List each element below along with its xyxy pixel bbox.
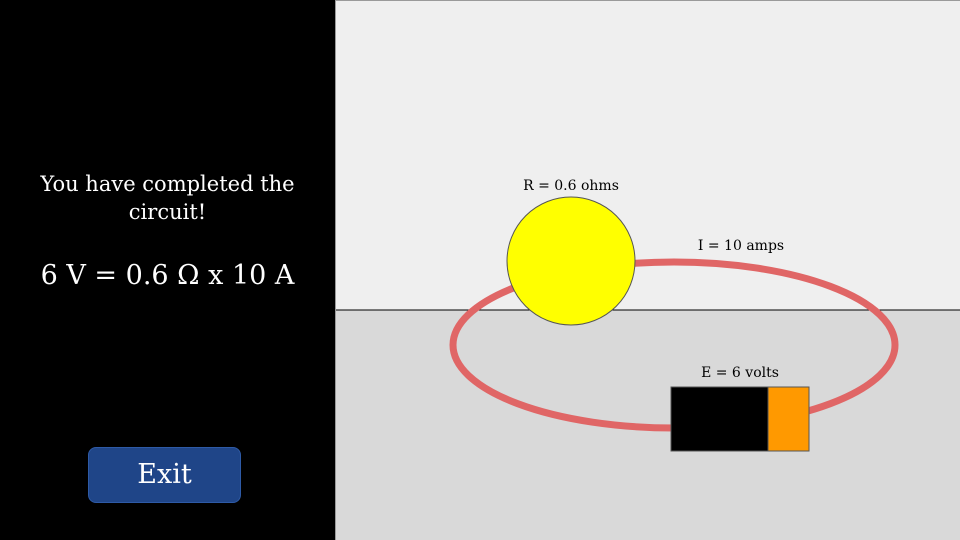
resistance-label: R = 0.6 ohms [523, 178, 619, 194]
current-label: I = 10 amps [698, 238, 784, 254]
circuit-scene: R = 0.6 ohms I = 10 amps E = 6 volts [335, 0, 960, 540]
completion-message: You have completed the circuit! [40, 172, 295, 224]
exit-button[interactable]: Exit [88, 447, 241, 503]
voltage-label: E = 6 volts [701, 365, 779, 381]
ohms-law-equation: 6 V = 0.6 Ω x 10 A [40, 260, 295, 291]
wall-background [335, 0, 960, 310]
info-panel: You have completed the circuit! 6 V = 0.… [0, 0, 335, 540]
battery-body[interactable] [670, 386, 769, 452]
resistor-bulb[interactable] [506, 196, 636, 326]
battery-terminal [767, 386, 810, 452]
